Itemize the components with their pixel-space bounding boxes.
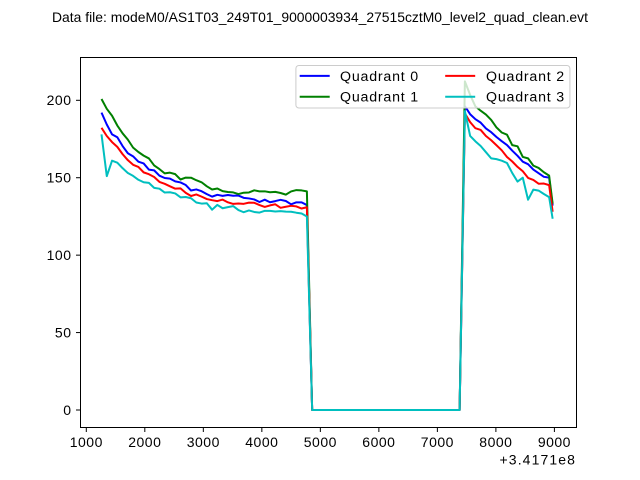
svg-text:6000: 6000 [362,434,395,450]
svg-text:9000: 9000 [538,434,571,450]
svg-text:5000: 5000 [304,434,337,450]
svg-text:1000: 1000 [70,434,103,450]
svg-text:0: 0 [63,402,71,418]
svg-text:200: 200 [47,92,72,108]
svg-text:4000: 4000 [245,434,278,450]
svg-text:150: 150 [47,170,72,186]
svg-text:2000: 2000 [128,434,161,450]
svg-text:Quadrant 3: Quadrant 3 [486,90,565,106]
svg-text:Data file: modeM0/AS1T03_249T0: Data file: modeM0/AS1T03_249T01_90000039… [52,9,588,25]
svg-text:Quadrant 1: Quadrant 1 [340,90,419,106]
svg-text:3000: 3000 [187,434,220,450]
svg-text:+3.4171e8: +3.4171e8 [500,452,576,468]
svg-text:7000: 7000 [421,434,454,450]
svg-text:Quadrant 2: Quadrant 2 [486,69,565,85]
svg-text:8000: 8000 [479,434,512,450]
svg-text:Quadrant 0: Quadrant 0 [340,69,419,85]
svg-text:50: 50 [55,324,72,340]
svg-text:100: 100 [47,247,72,263]
